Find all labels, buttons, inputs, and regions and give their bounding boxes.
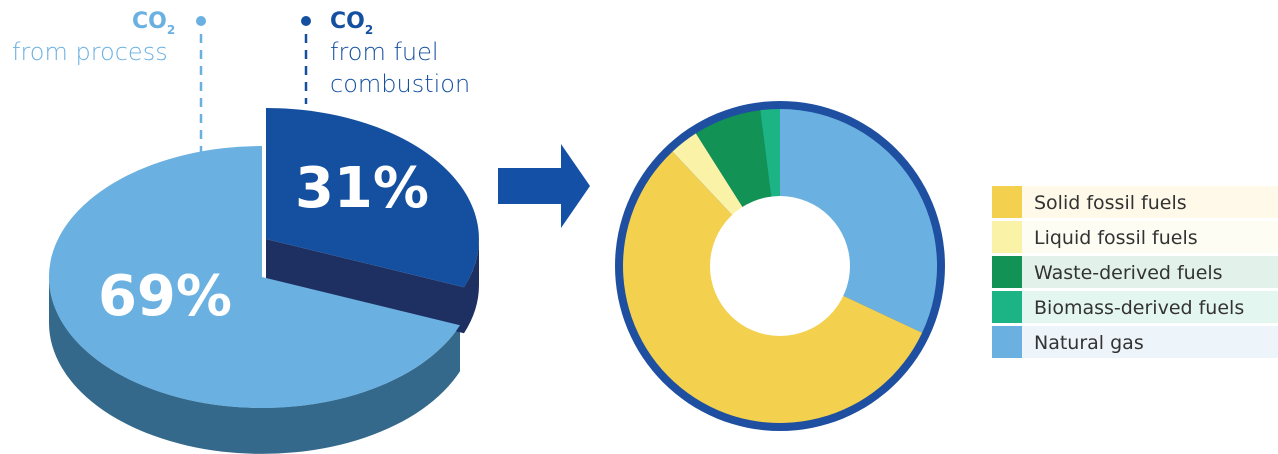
legend-label: Biomass-derived fuels <box>1034 297 1244 319</box>
combustion-callout: CO2 from fuel combustion <box>301 9 470 104</box>
legend-label: Natural gas <box>1034 332 1144 354</box>
legend-label: Liquid fossil fuels <box>1034 227 1198 249</box>
pie-side-combustion <box>266 239 479 334</box>
pie-label-combustion: 31% <box>295 156 429 221</box>
combustion-label-line1: from fuel <box>330 38 439 66</box>
combustion-callout-dot <box>301 16 311 26</box>
process-callout-dot <box>196 16 206 26</box>
combustion-label-line2: combustion <box>330 70 470 98</box>
process-callout: CO2 from process <box>12 9 206 152</box>
legend-label: Solid fossil fuels <box>1034 192 1187 214</box>
pie-slice-process <box>48 145 460 408</box>
pie-slice-combustion <box>266 108 479 288</box>
legend-swatch <box>992 256 1022 288</box>
donut-hole <box>710 196 850 336</box>
fuel-mix-donut <box>615 101 945 431</box>
legend-swatch <box>992 186 1022 218</box>
process-co2-label: CO2 <box>132 9 175 37</box>
pie-side-process <box>49 277 460 454</box>
legend-item-bg <box>992 221 1278 253</box>
legend: Solid fossil fuels Liquid fossil fuels Was… <box>992 186 1278 358</box>
combustion-co2-label: CO2 <box>330 9 373 37</box>
legend-swatch <box>992 221 1022 253</box>
arrow-icon <box>498 144 590 228</box>
legend-item-bg <box>992 256 1278 288</box>
legend-item-bg <box>992 186 1278 218</box>
legend-swatch <box>992 326 1022 358</box>
pie-label-process: 69% <box>98 264 232 329</box>
legend-label: Waste-derived fuels <box>1034 262 1223 284</box>
legend-item-bg <box>992 326 1278 358</box>
process-label: from process <box>12 38 168 66</box>
legend-item-bg <box>992 291 1278 323</box>
legend-swatch <box>992 291 1022 323</box>
co2-source-pie: 69% 31% <box>48 108 479 454</box>
